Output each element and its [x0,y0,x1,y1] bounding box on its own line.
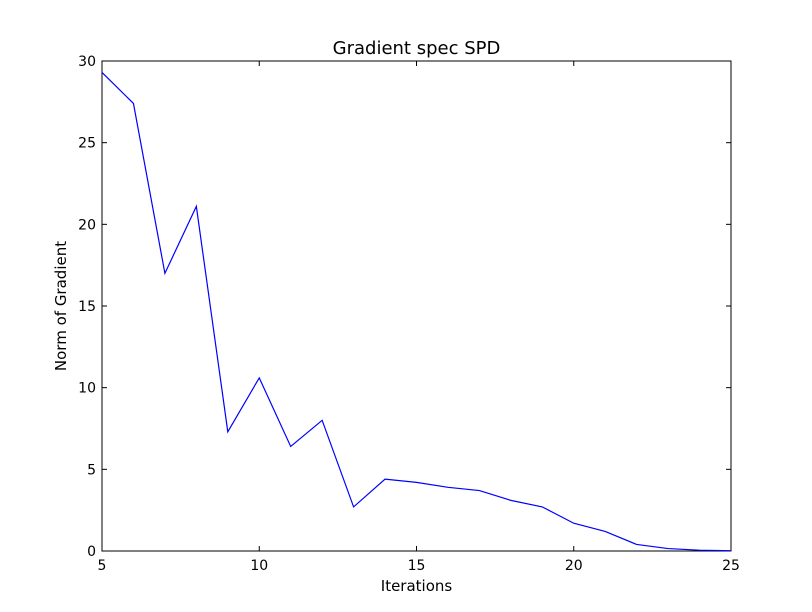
x-tick-label: 5 [98,558,107,574]
y-tick-label: 30 [78,54,96,70]
y-tick-label: 10 [78,381,96,397]
y-tick-label: 25 [78,136,96,152]
x-tick-label: 15 [408,558,426,574]
y-tick-label: 0 [87,544,96,560]
plot-area [101,60,732,552]
x-tick-label: 25 [722,558,740,574]
y-axis-label: Norm of Gradient [52,241,70,371]
x-axis-label: Iterations [381,577,453,595]
series-line [101,72,732,552]
y-tick-label: 15 [78,299,96,315]
chart-title: Gradient spec SPD [333,38,501,59]
y-tick-label: 20 [78,217,96,233]
x-tick-label: 20 [565,558,583,574]
y-tick-label: 5 [87,462,96,478]
x-tick-label: 10 [250,558,268,574]
